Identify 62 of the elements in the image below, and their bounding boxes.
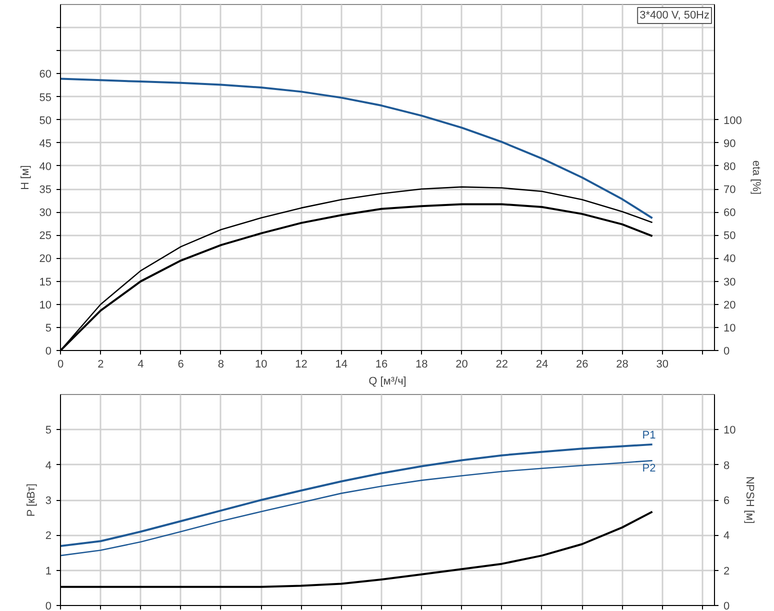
y-tick-label: 35 (39, 184, 52, 196)
x-tick-label: 4 (138, 358, 144, 370)
y-tick-label: 15 (39, 276, 52, 288)
x-tick-label: 30 (656, 358, 668, 370)
y-tick-label: 0 (45, 346, 52, 358)
y2-tick-label: 100 (724, 114, 742, 127)
y2-tick-label: 40 (724, 253, 736, 266)
line-series (60, 443, 654, 548)
y2-tick-label: 0 (724, 600, 730, 611)
y-tick-label: 5 (45, 424, 52, 437)
x-tick-label: 0 (57, 358, 64, 370)
y2-tick-label: 30 (724, 276, 736, 288)
y2-tick-label: 20 (724, 299, 736, 312)
x-tick-label: 26 (576, 358, 588, 370)
y-tick-label: 30 (39, 207, 52, 220)
y2-tick-label: 70 (724, 184, 736, 196)
y2-tick-label: 50 (724, 230, 736, 242)
x-tick-label: 2 (98, 358, 104, 370)
y2-tick-label: 10 (724, 424, 736, 437)
y-axis-title: H [м] (19, 165, 32, 190)
y2-axis-title: NPSH [м] (744, 476, 756, 524)
x-tick-label: 16 (375, 358, 388, 370)
y-tick-label: 20 (39, 253, 52, 266)
y-tick-label: 10 (39, 299, 52, 312)
x-tick-label: 20 (456, 358, 468, 370)
y-tick-label: 45 (39, 138, 52, 150)
y2-tick-label: 10 (724, 322, 736, 334)
x-tick-label: 14 (335, 358, 348, 370)
x-tick-label: 18 (415, 358, 428, 370)
x-tick-label: 8 (218, 358, 224, 370)
y-tick-label: 40 (39, 160, 52, 173)
y2-tick-label: 80 (724, 160, 736, 173)
x-tick-label: 10 (254, 358, 268, 370)
x-tick-label: 28 (616, 358, 628, 370)
y2-tick-label: 6 (724, 495, 730, 507)
y-tick-label: 1 (45, 565, 52, 578)
y2-axis-title: eta [%] (750, 160, 762, 195)
y2-tick-label: 90 (724, 138, 736, 150)
y-tick-label: 3 (45, 495, 52, 507)
y-tick-label: 25 (39, 230, 52, 242)
series-label: P2 (642, 462, 656, 475)
y-tick-label: 5 (45, 322, 52, 334)
y-tick-label: 2 (45, 530, 52, 542)
y2-tick-label: 4 (724, 530, 730, 542)
y2-tick-label: 2 (724, 565, 730, 578)
y-tick-label: 55 (39, 92, 52, 104)
y-tick-label: 50 (39, 114, 52, 127)
annotation: 3*400 V, 50Hz (640, 10, 710, 22)
y-axis-title: P [кВт] (25, 484, 38, 517)
y2-tick-label: 0 (724, 346, 730, 358)
x-axis-title: Q [м³/ч] (368, 376, 406, 388)
y-tick-label: 60 (39, 68, 52, 81)
y-tick-label: 4 (45, 460, 52, 472)
y-tick-label: 0 (45, 600, 52, 611)
y2-tick-label: 8 (724, 460, 730, 472)
x-tick-label: 12 (295, 358, 308, 370)
x-tick-label: 6 (178, 358, 184, 370)
series-label: P1 (642, 429, 656, 442)
x-tick-label: 22 (496, 358, 508, 370)
x-tick-label: 24 (536, 358, 548, 370)
line-series (60, 78, 654, 220)
y2-tick-label: 60 (724, 207, 736, 220)
